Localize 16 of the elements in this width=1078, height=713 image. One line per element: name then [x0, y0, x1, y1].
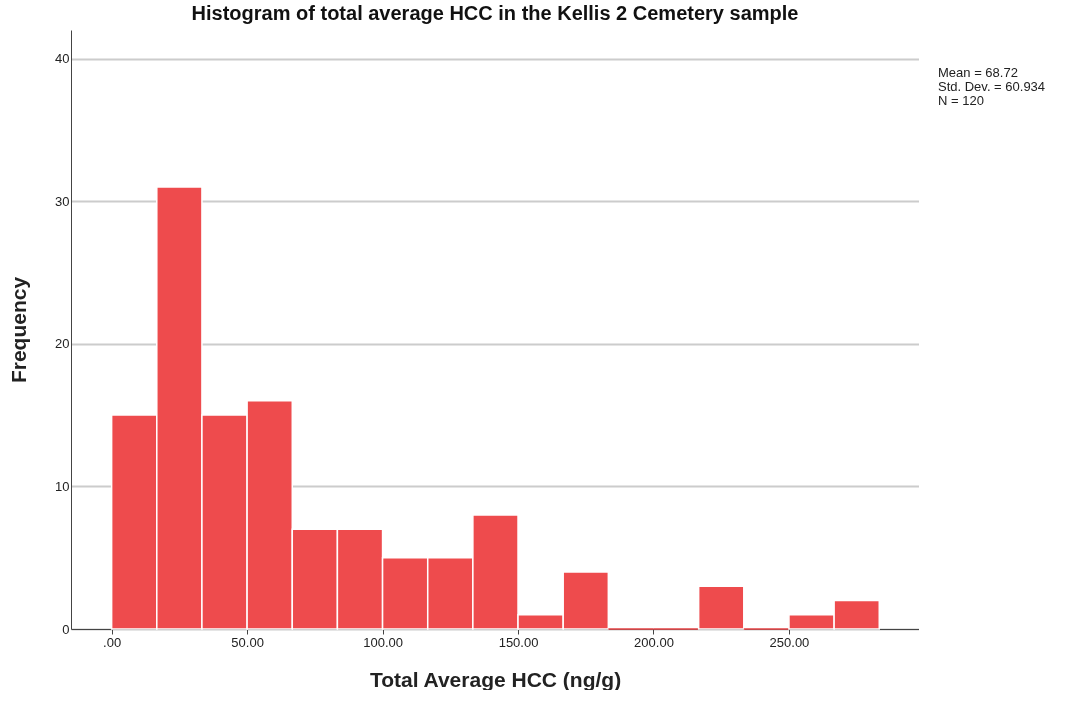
x-tick-label: 150.00: [498, 634, 539, 650]
y-tick-label: 10: [55, 478, 70, 494]
x-tick-label: 250.00: [769, 634, 810, 650]
x-tick-label: 50.00: [231, 634, 264, 650]
text: Mean = 68.72: [938, 65, 1019, 80]
x-tick-label: 100.00: [363, 634, 403, 650]
x-tick-label: 200.00: [634, 634, 674, 650]
text: N = 120: [938, 93, 985, 108]
y-tick-label: 40: [55, 51, 70, 67]
y-axis-title: Frequency: [7, 276, 31, 384]
chart-title: Histogram of total average HCC in the Kellis 2 Cemetery sample: [191, 2, 799, 24]
x-tick-label: .00: [103, 634, 122, 650]
text: Std. Dev. = 60.934: [938, 79, 1046, 94]
y-tick-label: 30: [55, 193, 70, 209]
y-tick-label: 0: [62, 621, 70, 637]
y-tick-label: 20: [55, 336, 70, 352]
